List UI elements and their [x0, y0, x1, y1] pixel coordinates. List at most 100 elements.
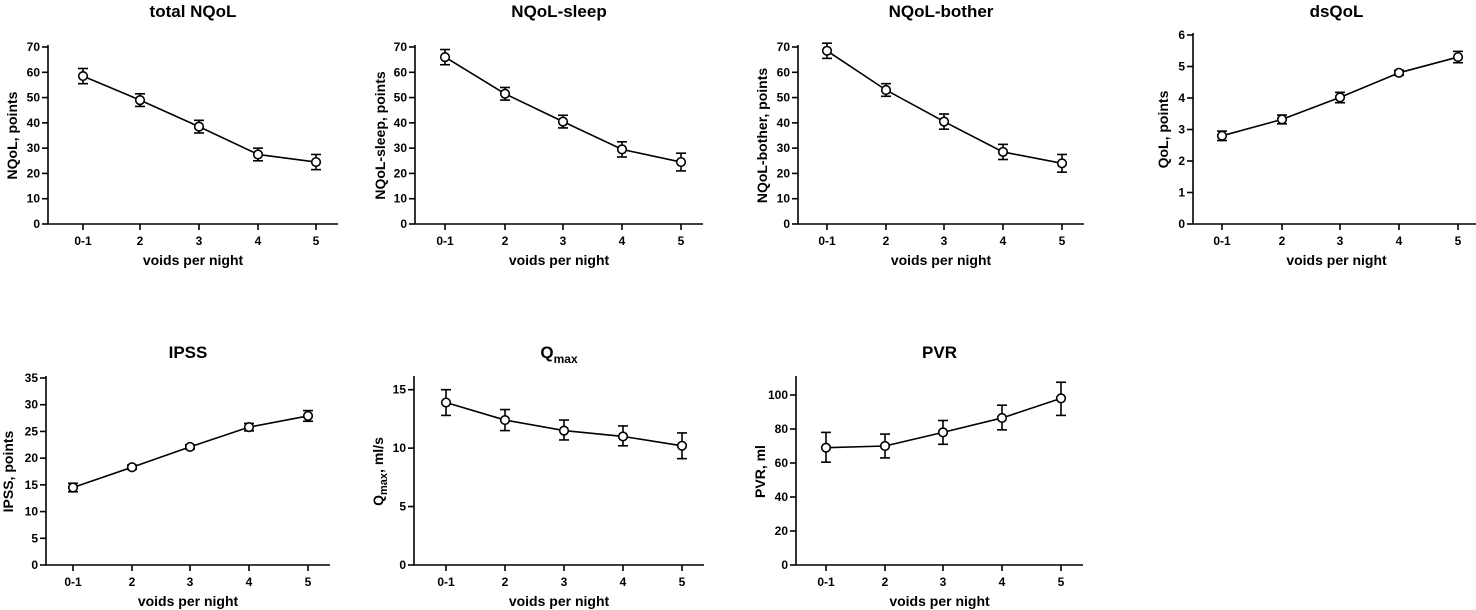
data-point	[304, 412, 313, 421]
data-point	[678, 441, 687, 450]
chart-panel-p4: dsQoL 0 1 2 3 4 5 6 0-1 2 3 4 5 voids per night QoL, p…	[1155, 2, 1476, 268]
x-tick-label: 2	[129, 575, 136, 589]
chart-panel-p1: total NQoL 0 10 20 30 40 50 60 70 0-1 2 3 4 5 voids pe…	[4, 2, 338, 268]
y-tick-label: 20	[27, 166, 41, 180]
x-tick-label: 3	[560, 234, 567, 248]
y-axis-label: PVR, ml	[752, 445, 768, 498]
y-tick-label: 30	[777, 141, 791, 155]
x-tick-label: 4	[619, 234, 626, 248]
x-tick-label: 4	[1000, 234, 1007, 248]
chart-title-main: NQoL-bother	[889, 2, 994, 21]
y-axis-label-main: NQoL-sleep, points	[372, 71, 388, 200]
data-point	[939, 428, 948, 437]
x-axis-label: voids per night	[138, 593, 239, 609]
x-tick-label: 2	[1279, 234, 1286, 248]
y-axis-label: NQoL-bother, points	[754, 68, 770, 204]
data-point	[999, 148, 1008, 157]
y-tick-label: 80	[775, 422, 789, 436]
y-axis-label-main: QoL, points	[1155, 90, 1171, 168]
x-tick-label: 3	[196, 234, 203, 248]
data-point	[245, 423, 254, 432]
data-point	[560, 426, 569, 435]
x-tick-label: 3	[941, 234, 948, 248]
chart-title-main: IPSS	[169, 343, 208, 362]
chart-title: NQoL-sleep	[511, 2, 606, 21]
y-tick-label: 40	[394, 116, 408, 130]
y-tick-label: 50	[394, 91, 408, 105]
x-tick-label: 5	[1455, 234, 1462, 248]
y-tick-label: 10	[393, 441, 407, 455]
x-tick-label: 3	[561, 575, 568, 589]
y-tick-label: 6	[1178, 28, 1185, 42]
x-tick-label: 0-1	[436, 234, 454, 248]
y-tick-label: 30	[394, 141, 408, 155]
x-tick-label: 5	[1059, 234, 1066, 248]
y-tick-label: 0	[33, 217, 40, 231]
chart-panel-p5: IPSS 0 5 10 15 20 25 30 35 0-1 2 3 4 5 voids per night…	[0, 343, 330, 609]
x-tick-label: 2	[882, 575, 889, 589]
chart-title: Qmax	[540, 343, 578, 366]
y-tick-label: 15	[25, 478, 39, 492]
y-tick-label: 2	[1178, 154, 1185, 168]
data-point	[128, 463, 137, 472]
chart-title-main: dsQoL	[1310, 2, 1364, 21]
y-axis-label-units: , ml/s	[370, 437, 386, 473]
x-tick-label: 5	[1058, 575, 1065, 589]
y-tick-label: 70	[27, 40, 41, 54]
chart-title: total NQoL	[150, 2, 237, 21]
data-point	[79, 72, 88, 81]
y-tick-label: 0	[399, 558, 406, 572]
y-axis-label: IPSS, points	[0, 430, 16, 512]
x-tick-label: 4	[246, 575, 253, 589]
y-tick-label: 5	[1178, 60, 1185, 74]
x-tick-label: 0-1	[1213, 234, 1231, 248]
y-tick-label: 20	[777, 166, 791, 180]
y-tick-label: 40	[777, 116, 791, 130]
data-point	[195, 122, 204, 131]
x-tick-label: 5	[679, 575, 686, 589]
x-axis-label: voids per night	[509, 593, 610, 609]
y-tick-label: 0	[781, 558, 788, 572]
x-tick-label: 0-1	[74, 234, 92, 248]
y-tick-label: 15	[393, 383, 407, 397]
y-tick-label: 5	[31, 531, 38, 545]
y-tick-label: 60	[775, 456, 789, 470]
x-tick-label: 2	[502, 234, 509, 248]
series-line	[83, 76, 316, 162]
chart-title-subscript: max	[554, 352, 578, 366]
data-point	[69, 483, 78, 492]
x-tick-label: 4	[1396, 234, 1403, 248]
x-tick-label: 2	[137, 234, 144, 248]
y-tick-label: 60	[27, 65, 41, 79]
y-tick-label: 40	[775, 490, 789, 504]
data-point	[1395, 69, 1404, 78]
x-tick-label: 5	[313, 234, 320, 248]
x-tick-label: 2	[883, 234, 890, 248]
chart-title: dsQoL	[1310, 2, 1364, 21]
data-point	[312, 158, 321, 167]
y-tick-label: 10	[777, 192, 791, 206]
y-tick-label: 60	[394, 65, 408, 79]
x-tick-label: 0-1	[817, 575, 835, 589]
x-axis-label: voids per night	[143, 252, 244, 268]
data-point	[881, 442, 890, 451]
y-tick-label: 60	[777, 65, 791, 79]
x-tick-label: 3	[940, 575, 947, 589]
figure-canvas: total NQoL0102030405060700-1 2 3 4 5voids pe…	[0, 0, 1476, 610]
x-axis-label: voids per night	[891, 252, 992, 268]
x-tick-label: 0-1	[64, 575, 82, 589]
data-point	[501, 416, 510, 425]
data-point	[998, 414, 1007, 423]
x-axis-label: voids per night	[889, 593, 990, 609]
x-axis-label: voids per night	[1286, 252, 1387, 268]
data-point	[186, 443, 195, 452]
y-tick-label: 4	[1178, 91, 1185, 105]
y-tick-label: 70	[777, 40, 791, 54]
series-line	[445, 57, 681, 162]
data-point	[618, 145, 627, 154]
y-axis-label-main: PVR, ml	[752, 445, 768, 498]
y-axis-label-subscript: max	[378, 472, 390, 495]
data-point	[1058, 159, 1067, 168]
data-point	[442, 398, 451, 407]
